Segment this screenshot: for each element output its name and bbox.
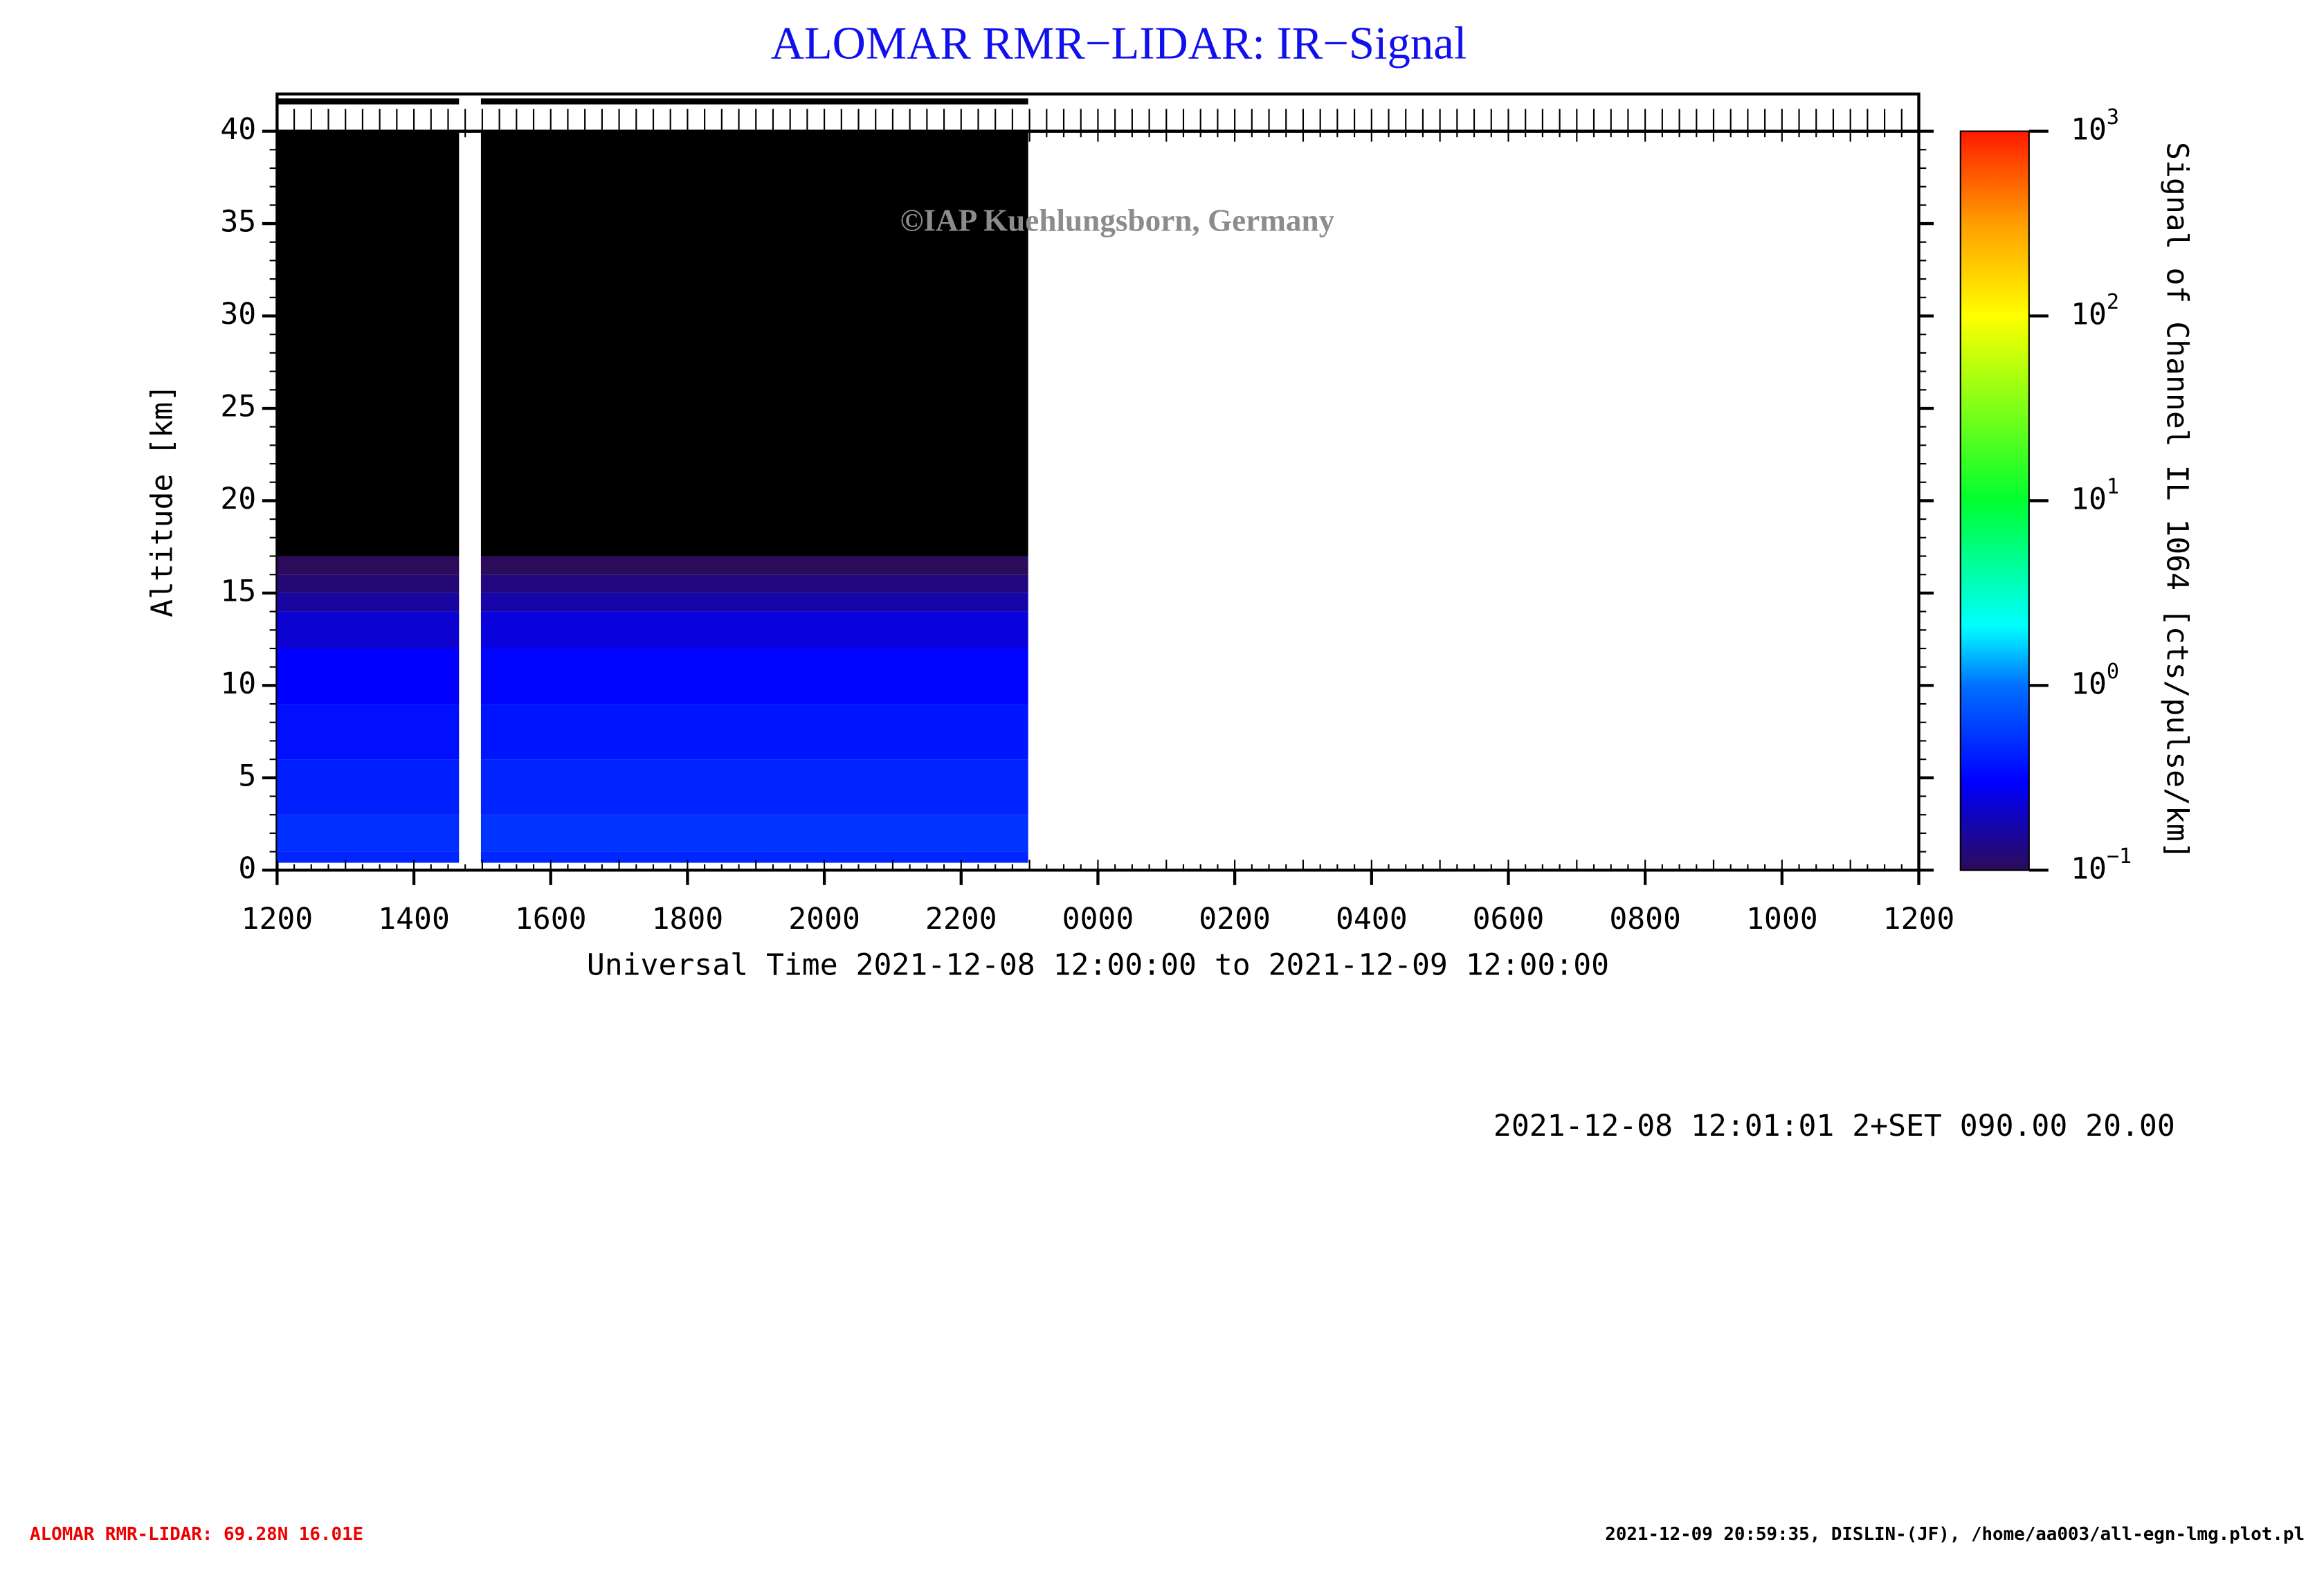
x-tick-label: 2200	[925, 902, 997, 936]
colorbar-tick-exponent: 2	[2107, 290, 2119, 314]
coverage-bar	[480, 98, 1028, 105]
colorbar	[1959, 130, 2030, 871]
colorbar-tick-label: 10−1	[2071, 844, 2132, 885]
y-tick-label: 35	[220, 205, 256, 239]
y-tick-label: 15	[220, 574, 256, 608]
colorbar-tick-exponent: 1	[2107, 475, 2119, 499]
colorbar-tick-exponent: −1	[2107, 844, 2132, 868]
y-tick-label: 40	[220, 112, 256, 147]
x-tick-label: 0600	[1473, 902, 1545, 936]
x-tick-label: 1200	[1883, 902, 1955, 936]
x-axis-label: Universal Time 2021-12-08 12:00:00 to 20…	[587, 948, 1609, 983]
heatmap-cell	[277, 815, 460, 852]
y-tick-label: 0	[238, 851, 256, 886]
heatmap-cell	[277, 131, 460, 556]
heatmap-cell	[480, 851, 1028, 863]
heatmap-cell	[277, 556, 460, 575]
heatmap-cell	[277, 704, 460, 760]
heatmap-cell	[480, 611, 1028, 649]
chart-title: ALOMAR RMR−LIDAR: IR−Signal	[771, 18, 1467, 69]
colorbar-tick-base: 10	[2071, 482, 2107, 516]
colorbar-tick-exponent: 3	[2107, 105, 2119, 129]
watermark: ©IAP Kuehlungsborn, Germany	[900, 203, 1335, 237]
heatmap-cell	[480, 648, 1028, 705]
heatmap-cell	[277, 851, 460, 863]
footer-left: ALOMAR RMR-LIDAR: 69.28N 16.01E	[30, 1524, 363, 1545]
colorbar-tick-base: 10	[2071, 112, 2107, 147]
heatmap-cell	[480, 131, 1028, 556]
heatmap-cell	[480, 574, 1028, 593]
x-tick-label: 1400	[378, 902, 450, 936]
x-tick-label: 1600	[515, 902, 587, 936]
heatmap-cell	[480, 759, 1028, 815]
heatmap-cell	[480, 704, 1028, 760]
y-tick-label: 30	[220, 297, 256, 332]
y-axis-label: Altitude [km]	[145, 384, 179, 617]
heatmap-cell	[277, 592, 460, 612]
y-tick-label: 20	[220, 482, 256, 516]
x-tick-label: 0800	[1609, 902, 1681, 936]
y-tick-label: 10	[220, 666, 256, 701]
heatmap-cell	[480, 556, 1028, 575]
colorbar-tick-exponent: 0	[2107, 659, 2119, 683]
colorbar-tick-label: 100	[2071, 659, 2119, 700]
colorbar-tick-base: 10	[2071, 851, 2107, 886]
heatmap-cell	[277, 759, 460, 815]
coverage-bar	[277, 98, 460, 105]
heatmap-cell	[277, 648, 460, 705]
info-text: 2021-12-08 12:01:01 2+SET 090.00 20.00	[1494, 1109, 2175, 1143]
colorbar-tick-label: 101	[2071, 475, 2119, 516]
y-tick-label: 25	[220, 389, 256, 424]
heatmap-cell	[277, 611, 460, 649]
heatmap-cell	[480, 592, 1028, 612]
x-tick-label: 2000	[788, 902, 860, 936]
colorbar-label: Signal of Channel IL 1064 [cts/pulse/km]	[2159, 142, 2194, 860]
footer-right: 2021-12-09 20:59:35, DISLIN-(JF), /home/…	[1605, 1524, 2305, 1545]
colorbar-tick-label: 103	[2071, 105, 2119, 147]
x-tick-label: 1800	[652, 902, 724, 936]
x-tick-label: 1200	[242, 902, 314, 936]
colorbar-tick-base: 10	[2071, 297, 2107, 332]
heatmap-cell	[480, 815, 1028, 852]
heatmap-cell	[277, 574, 460, 593]
colorbar-tick-label: 102	[2071, 290, 2119, 332]
colorbar-tick-base: 10	[2071, 666, 2107, 701]
x-tick-label: 0200	[1199, 902, 1271, 936]
x-tick-label: 0400	[1336, 902, 1408, 936]
y-tick-label: 5	[238, 759, 256, 793]
x-tick-label: 1000	[1746, 902, 1818, 936]
x-tick-label: 0000	[1062, 902, 1134, 936]
